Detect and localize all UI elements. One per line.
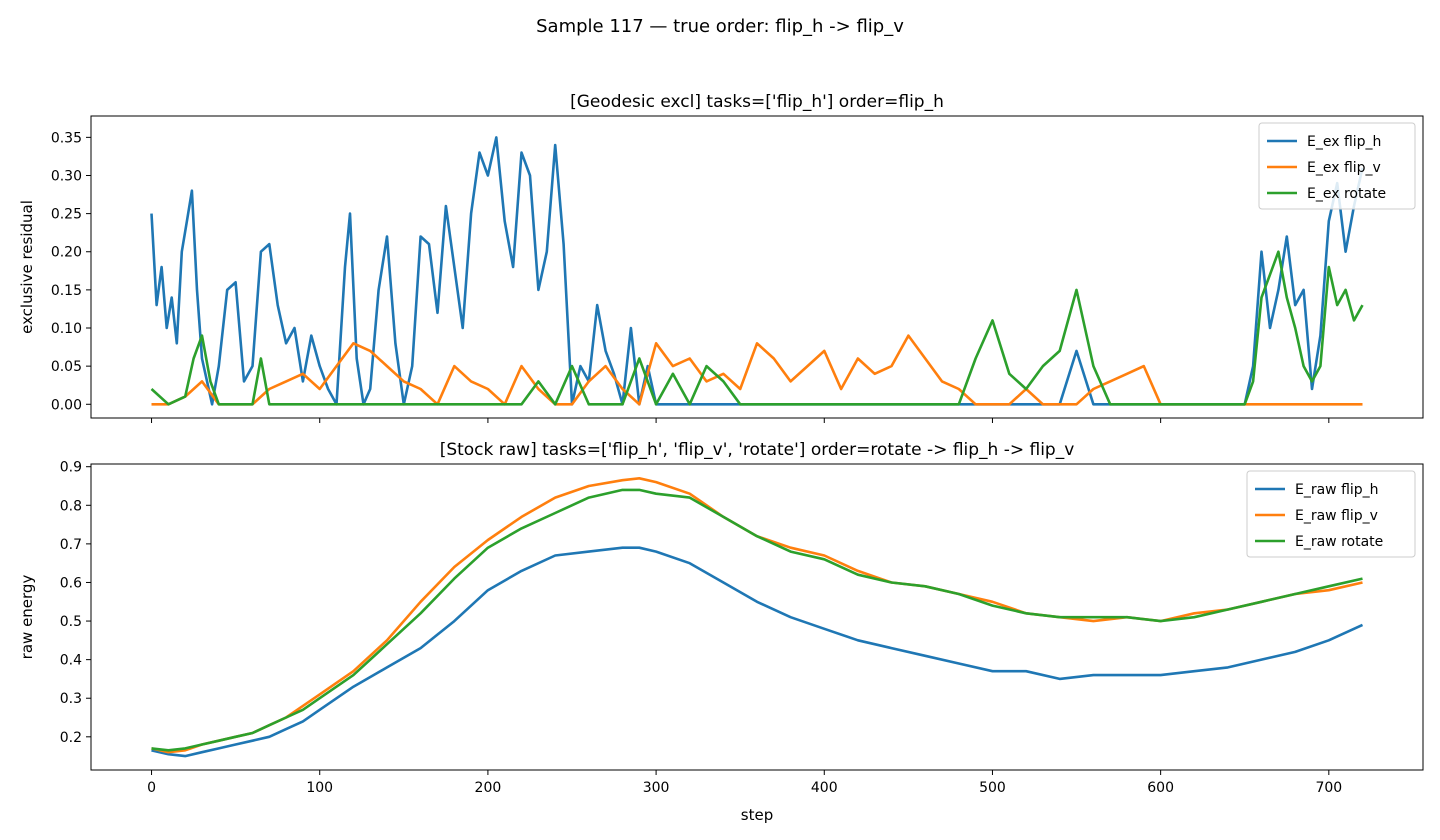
legend-label: E_raw rotate [1295,534,1383,550]
x-tick-label: 300 [643,780,670,796]
series-group [151,476,1364,758]
legend: E_raw flip_h E_raw flip_v E_raw rotate [1246,470,1416,558]
x-tick-label: 0 [147,780,156,796]
y-tick-label: 0.20 [51,245,82,261]
legend-box [1258,122,1416,210]
x-tick-label: 700 [1315,780,1342,796]
y-tick-label: 0.4 [60,653,82,669]
y-tick-label: 0.05 [51,359,82,375]
chart-panel-stock-raw: [Stock raw] tasks=['flip_h', 'flip_v', '… [18,440,1424,824]
x-tick-label: 600 [1147,780,1174,796]
x-tick-label: 100 [306,780,333,796]
x-tick-label: 200 [475,780,502,796]
legend-label: E_ex rotate [1307,186,1386,202]
y-tick-label: 0.25 [51,207,82,223]
y-tick-label: 0.00 [51,397,82,413]
axes-frame [90,115,1424,419]
legend-label: E_ex flip_h [1307,134,1381,150]
figure-suptitle: Sample 117 — true order: flip_h -> flip_… [536,16,904,37]
y-tick-label: 0.5 [60,614,82,630]
y-tick-label: 0.30 [51,168,82,184]
y-axis-label: exclusive residual [18,200,36,334]
y-tick-label: 0.2 [60,730,82,746]
y-tick-label: 0.7 [60,537,82,553]
x-tick-label: 500 [979,780,1006,796]
y-tick-label: 0.9 [60,460,82,476]
legend: E_ex flip_h E_ex flip_v E_ex rotate [1258,122,1416,210]
legend-box [1246,470,1416,558]
y-tick-label: 0.10 [51,321,82,337]
chart-title: [Stock raw] tasks=['flip_h', 'flip_v', '… [440,440,1075,460]
y-tick-label: 0.3 [60,691,82,707]
series-line-e-raw-rotate [151,488,1363,752]
legend-label: E_ex flip_v [1307,160,1381,176]
axes-frame [90,463,1424,771]
chart-title: [Geodesic excl] tasks=['flip_h'] order=f… [570,92,944,112]
series-line-e-ex-rotate [150,250,1364,406]
legend-label: E_raw flip_h [1295,482,1379,498]
legend-label: E_raw flip_v [1295,508,1378,524]
x-axis-label: step [741,806,773,824]
series-group [150,136,1364,406]
y-axis-label: raw energy [18,575,36,660]
y-tick-label: 0.6 [60,575,82,591]
series-line-e-raw-flip-h [151,546,1364,758]
x-tick-label: 400 [811,780,838,796]
chart-panel-geodesic-excl: [Geodesic excl] tasks=['flip_h'] order=f… [18,92,1424,423]
y-tick-label: 0.8 [60,498,82,514]
y-tick-label: 0.35 [51,130,82,146]
y-tick-label: 0.15 [51,283,82,299]
